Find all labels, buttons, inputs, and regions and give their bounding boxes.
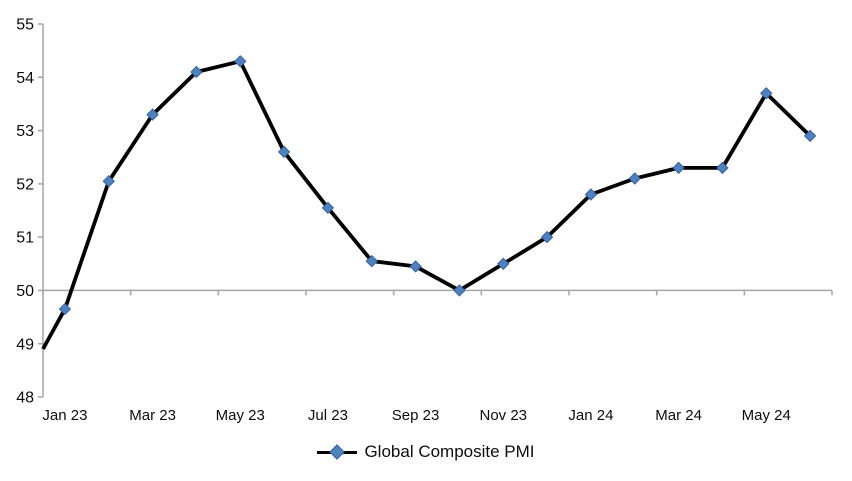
legend-line-sample <box>317 444 358 460</box>
pmi-data-point <box>540 230 554 244</box>
x-axis-label: May 23 <box>216 407 265 424</box>
pmi-data-point <box>584 188 598 201</box>
y-axis-label: 49 <box>16 336 34 353</box>
x-axis-label: Jul 23 <box>308 407 348 424</box>
x-axis-label: Mar 23 <box>129 407 176 424</box>
pmi-data-point <box>190 65 203 79</box>
x-axis-label: Jan 23 <box>42 407 87 424</box>
pmi-data-point <box>497 257 510 270</box>
pmi-data-point <box>716 161 729 175</box>
pmi-data-point <box>803 129 817 143</box>
legend-diamond-marker-icon <box>329 444 346 460</box>
y-axis-label: 51 <box>16 230 34 247</box>
pmi-data-point <box>453 284 466 297</box>
pmi-data-point <box>277 145 291 159</box>
pmi-data-point <box>234 55 247 68</box>
pmi-data-point <box>58 302 72 316</box>
pmi-data-point <box>409 260 422 273</box>
pmi-series-line <box>41 59 812 350</box>
y-axis-label: 54 <box>16 70 34 87</box>
legend-series-label: Global Composite PMI <box>364 442 535 461</box>
y-axis-label: 53 <box>16 123 34 140</box>
x-axis-label: Mar 24 <box>655 407 702 424</box>
x-axis-label: Nov 23 <box>479 407 527 424</box>
pmi-data-point <box>672 161 685 175</box>
pmi-data-point <box>146 108 159 121</box>
y-axis-label: 55 <box>16 17 34 34</box>
pmi-data-point <box>365 254 378 268</box>
legend: Global Composite PMI <box>0 441 852 463</box>
y-axis-label: 52 <box>16 176 34 193</box>
pmi-data-point <box>102 174 115 188</box>
pmi-data-point <box>760 87 773 100</box>
x-axis-label: Sep 23 <box>392 407 440 424</box>
y-axis-label: 50 <box>16 283 34 300</box>
x-axis-label: Jan 24 <box>568 407 613 424</box>
x-axis-label: May 24 <box>742 407 791 424</box>
pmi-data-point <box>628 172 641 185</box>
pmi-data-point <box>321 201 335 215</box>
y-axis-label: 48 <box>16 390 34 407</box>
